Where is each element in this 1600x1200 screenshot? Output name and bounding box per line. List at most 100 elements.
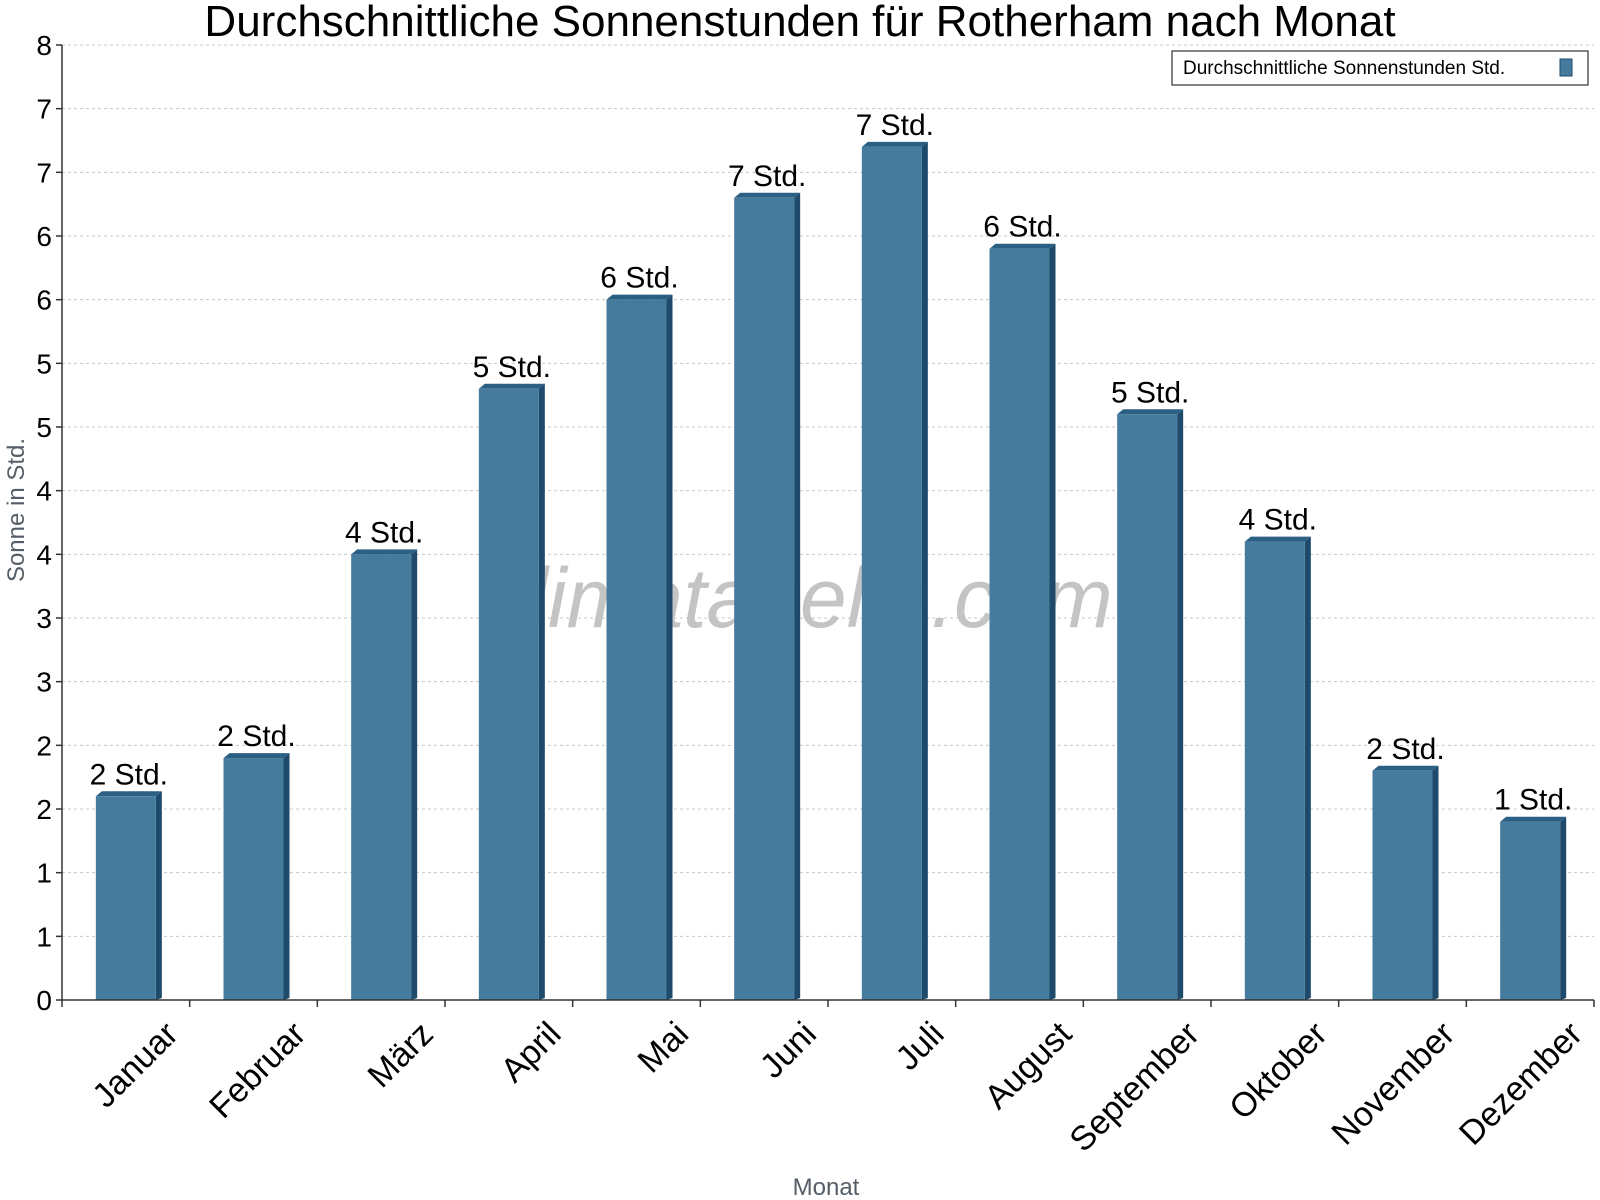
bar-front	[606, 299, 667, 1001]
y-tick-label-13: 7	[36, 157, 52, 188]
bar-top	[861, 141, 928, 147]
y-tick-label-3: 2	[36, 794, 52, 825]
y-tick-label-10: 5	[36, 348, 52, 379]
x-tick-label-8: September	[1062, 1015, 1206, 1159]
data-label-8: 5 Std.	[1111, 376, 1189, 409]
bar-side	[1304, 536, 1311, 1000]
bar-april	[478, 383, 545, 1000]
bar-front	[1117, 414, 1178, 1000]
bar-november	[1372, 765, 1439, 1000]
y-tick-label-2: 1	[36, 858, 52, 889]
legend-box	[1171, 50, 1589, 86]
bar-februar	[223, 753, 290, 1000]
bar-front	[95, 796, 156, 1000]
bar-top	[606, 294, 673, 300]
bar-top	[989, 243, 1056, 249]
bar-top	[478, 383, 545, 389]
bar-front	[1500, 821, 1561, 1000]
bar-side	[538, 383, 545, 1000]
x-tick-label-1: Februar	[202, 1015, 313, 1126]
bar-side	[666, 294, 673, 1001]
bar-top	[1117, 409, 1184, 415]
bar-dezember	[1500, 816, 1567, 1000]
chart-title: Durchschnittliche Sonnenstunden für Roth…	[204, 0, 1395, 46]
bar-front	[1372, 770, 1433, 1000]
bars: 2 Std. 2 Std. 4 Std. 5 Std. 6 Std. 7 Std. 7 St…	[90, 109, 1572, 1001]
bar-side	[411, 549, 418, 1000]
bar-top	[1244, 536, 1311, 542]
bar-top	[1500, 816, 1567, 822]
bar-oktober	[1244, 536, 1311, 1000]
bar-front	[478, 388, 539, 1000]
data-label-10: 2 Std.	[1366, 733, 1444, 766]
y-axis-label: Sonne in Std.	[3, 438, 30, 582]
legend: Durchschnittliche Sonnenstunden Std.	[1171, 50, 1589, 86]
y-tick-label-5: 3	[36, 667, 52, 698]
y-tick-label-15: 8	[36, 30, 52, 61]
bar-front	[223, 758, 284, 1000]
x-tick-label-9: Oktober	[1222, 1015, 1334, 1127]
bar-front	[351, 554, 412, 1000]
y-tick-label-1: 1	[36, 921, 52, 952]
data-label-0: 2 Std.	[90, 758, 168, 791]
bar-side	[794, 192, 801, 1001]
bar-top	[1372, 765, 1439, 771]
bar-side	[1177, 409, 1184, 1000]
data-label-7: 6 Std.	[983, 211, 1061, 244]
axes	[56, 44, 1595, 1007]
data-label-1: 2 Std.	[217, 720, 295, 753]
y-tick-label-8: 4	[36, 476, 52, 507]
y-tick-labels: 0 1 1 2 2 3 3 4 4 5 5 6 6 7 7 8	[36, 30, 52, 1016]
bar-side	[1560, 816, 1567, 1000]
data-label-9: 4 Std.	[1239, 504, 1317, 537]
data-label-3: 5 Std.	[473, 351, 551, 384]
y-tick-label-7: 4	[36, 539, 52, 570]
bar-front	[734, 197, 795, 1001]
x-tick-label-11: Dezember	[1452, 1015, 1590, 1153]
bar-top	[95, 791, 162, 797]
data-label-4: 6 Std.	[600, 262, 678, 295]
x-tick-label-3: April	[494, 1015, 569, 1090]
bar-top	[223, 753, 290, 759]
y-tick-label-0: 0	[36, 985, 52, 1016]
bar-märz	[351, 549, 418, 1000]
data-label-11: 1 Std.	[1494, 784, 1572, 817]
x-tick-label-10: November	[1324, 1015, 1462, 1153]
data-label-6: 7 Std.	[856, 109, 934, 142]
y-tick-label-4: 2	[36, 730, 52, 761]
y-tick-label-12: 6	[36, 221, 52, 252]
y-tick-label-6: 3	[36, 603, 52, 634]
x-tick-label-6: Juli	[889, 1015, 952, 1078]
bar-side	[155, 791, 162, 1000]
bar-front	[1244, 541, 1305, 1000]
data-label-5: 7 Std.	[728, 160, 806, 193]
data-label-2: 4 Std.	[345, 516, 423, 549]
y-tick-label-9: 5	[36, 412, 52, 443]
bar-januar	[95, 791, 162, 1000]
grid-lines	[62, 44, 1594, 937]
x-tick-label-2: März	[361, 1015, 441, 1095]
x-axis-label: Monat	[793, 1174, 860, 1200]
legend-entry-label: Durchschnittliche Sonnenstunden Std.	[1183, 58, 1505, 79]
bar-side	[921, 141, 928, 1000]
bar-september	[1117, 409, 1184, 1000]
bar-side	[283, 753, 290, 1000]
bar-front	[861, 146, 922, 1000]
x-tick-label-0: Januar	[85, 1015, 185, 1115]
y-tick-label-11: 6	[36, 285, 52, 316]
x-tick-label-5: Juni	[753, 1015, 824, 1086]
x-tick-label-7: August	[977, 1014, 1079, 1116]
bar-top	[734, 192, 801, 198]
bar-juli	[861, 141, 928, 1000]
bar-side	[1432, 765, 1439, 1000]
bar-side	[1049, 243, 1056, 1000]
y-tick-label-14: 7	[36, 94, 52, 125]
x-tick-label-4: Mai	[631, 1015, 697, 1081]
legend-swatch	[1559, 58, 1573, 77]
x-tick-labels: Januar Februar März April Mai Juni Juli AugustS…	[85, 1014, 1590, 1159]
bar-front	[989, 248, 1050, 1000]
bar-august	[989, 243, 1056, 1000]
bar-top	[351, 549, 418, 555]
bar-mai	[606, 294, 673, 1001]
